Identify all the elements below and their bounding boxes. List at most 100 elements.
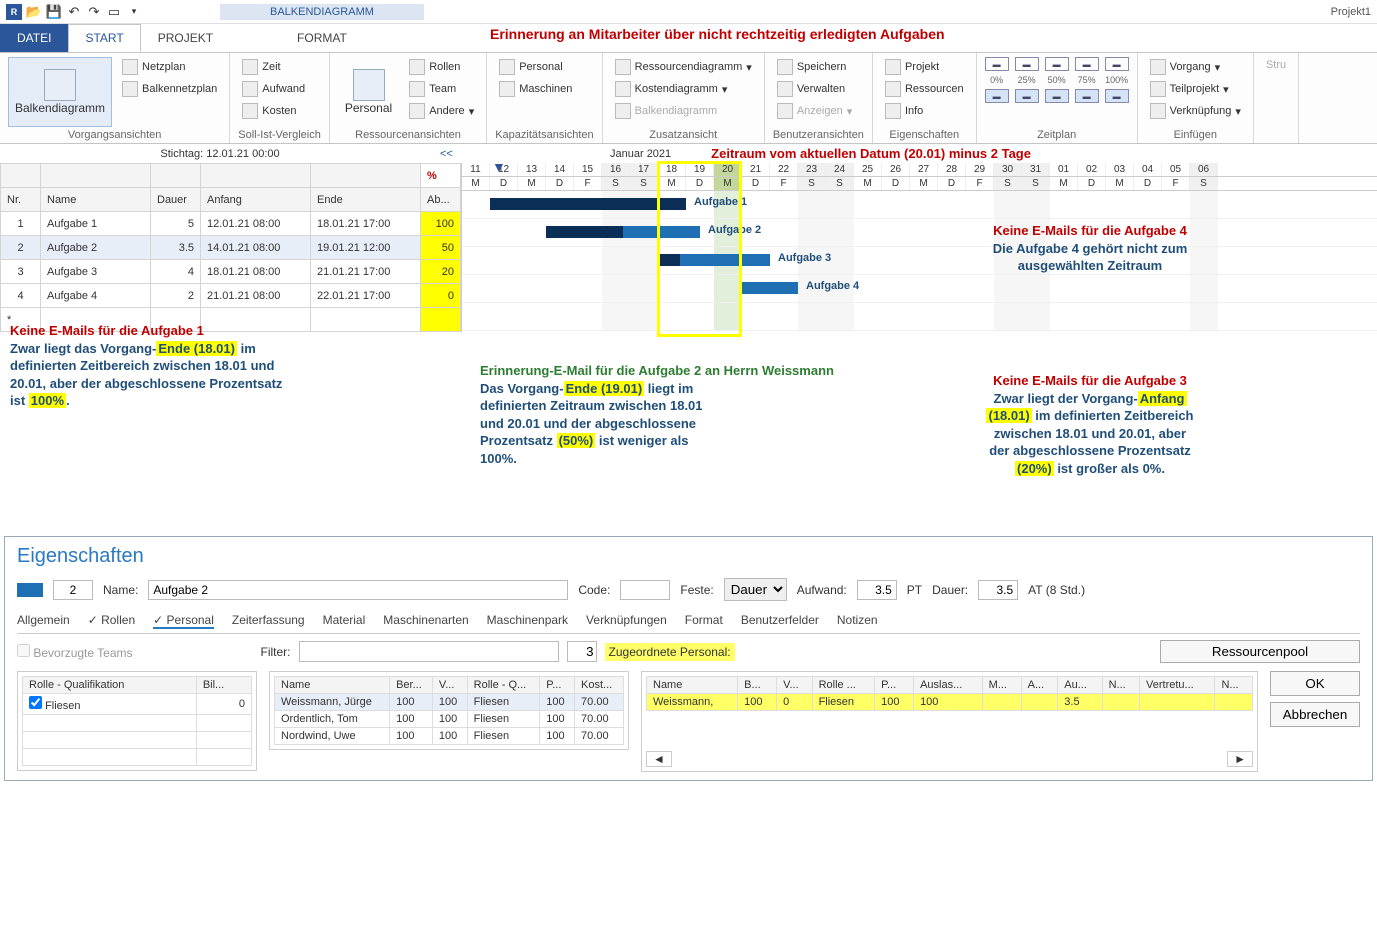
tab-format[interactable]: Format [685,613,723,629]
right-cell[interactable]: Fliesen [812,694,875,711]
code-input[interactable] [620,580,670,600]
right-cell[interactable] [1021,694,1058,711]
right-cell[interactable]: 100 [875,694,914,711]
mid-cell[interactable]: 100 [390,694,433,711]
role-row[interactable]: Fliesen [23,694,197,715]
task-nr[interactable]: 1 [1,212,41,236]
teilprojekt-button[interactable]: Teilprojekt ▾ [1146,79,1245,99]
tab-maschinenarten[interactable]: Maschinenarten [383,613,468,629]
new-icon[interactable]: ▭ [106,4,122,20]
mid-cell[interactable]: 70.00 [575,728,624,745]
right-cell[interactable] [982,694,1021,711]
tab-zeiterfassung[interactable]: Zeiterfassung [232,613,305,629]
task-nr-input[interactable] [53,580,93,600]
task-name[interactable]: Aufgabe 1 [41,212,151,236]
open-icon[interactable]: 📂 [26,4,42,20]
col-nr[interactable] [1,164,41,188]
aufwand-input[interactable] [857,580,897,600]
tab-rollen[interactable]: Rollen [88,613,135,629]
right-cell[interactable] [1102,694,1139,711]
mid-cell[interactable]: 100 [540,728,575,745]
task-name[interactable]: Aufgabe 2 [41,236,151,260]
col-name[interactable] [41,164,151,188]
task-name[interactable]: Aufgabe 3 [41,260,151,284]
right-cell[interactable]: 0 [777,694,812,711]
dauer-input[interactable] [978,580,1018,600]
qat-dropdown-icon[interactable]: ▾ [126,4,142,20]
mid-cell[interactable]: 70.00 [575,694,624,711]
right-cell[interactable]: 100 [738,694,777,711]
zeitplan-boxes[interactable]: ▬▬▬▬▬ [985,57,1129,71]
task-dauer[interactable]: 3.5 [151,236,201,260]
zeit-button[interactable]: Zeit [238,57,309,77]
tab-start[interactable]: START [68,24,140,52]
right-cell[interactable]: 100 [914,694,983,711]
ressourcenpool-button[interactable]: Ressourcenpool [1160,640,1360,663]
mid-cell[interactable]: 100 [432,711,467,728]
projekt-button[interactable]: Projekt [881,57,968,77]
right-cell[interactable] [1140,694,1215,711]
verknuepfung-button[interactable]: Verknüpfung ▾ [1146,101,1245,121]
feste-select[interactable]: Dauer [724,578,787,601]
mid-cell[interactable]: 100 [432,694,467,711]
maschinen-button[interactable]: Maschinen [495,79,576,99]
mid-cell[interactable]: Fliesen [467,711,540,728]
task-pct[interactable]: 100 [421,212,461,236]
personal-button[interactable]: Personal [495,57,576,77]
mid-cell[interactable]: Weissmann, Jürge [275,694,390,711]
andere-button[interactable]: Andere ▾ [405,101,478,121]
task-name[interactable]: Aufgabe 4 [41,284,151,308]
speichern-button[interactable]: Speichern [773,57,856,77]
kostendiagramm-button[interactable]: Kostendiagramm ▾ [611,79,756,99]
gantt-bar[interactable] [742,282,798,294]
tab-notizen[interactable]: Notizen [837,613,878,629]
task-ende[interactable]: 21.01.21 17:00 [311,260,421,284]
tab-verknuepfungen[interactable]: Verknüpfungen [586,613,667,629]
tab-maschinenpark[interactable]: Maschinenpark [487,613,568,629]
tab-projekt[interactable]: PROJEKT [141,24,230,52]
right-cell[interactable]: 3.5 [1058,694,1102,711]
task-nr[interactable]: 4 [1,284,41,308]
tab-datei[interactable]: DATEI [0,24,68,52]
task-ende[interactable]: 22.01.21 17:00 [311,284,421,308]
task-dauer[interactable]: 4 [151,260,201,284]
task-pct[interactable]: 0 [421,284,461,308]
mid-cell[interactable]: 100 [390,711,433,728]
info-button[interactable]: Info [881,101,968,121]
filter-input[interactable] [299,641,559,662]
right-cell[interactable]: Weissmann, [647,694,738,711]
zeitplan-boxes2[interactable]: ▬▬▬▬▬ [985,89,1129,103]
ok-button[interactable]: OK [1270,671,1360,696]
task-anfang[interactable]: 14.01.21 08:00 [201,236,311,260]
mid-cell[interactable]: Fliesen [467,728,540,745]
tab-personal[interactable]: Personal [153,613,214,629]
scroll-right-arrow-icon[interactable]: ► [1227,751,1253,767]
task-nr[interactable]: 3 [1,260,41,284]
personal-big-button[interactable]: Personal [338,57,399,127]
mid-cell[interactable]: 100 [390,728,433,745]
right-cell[interactable] [1215,694,1253,711]
task-name-input[interactable] [148,580,568,600]
mid-cell[interactable]: Fliesen [467,694,540,711]
undo-icon[interactable]: ↶ [66,4,82,20]
tab-material[interactable]: Material [323,613,366,629]
task-anfang[interactable]: 18.01.21 08:00 [201,260,311,284]
mid-cell[interactable]: Nordwind, Uwe [275,728,390,745]
task-anfang[interactable]: 21.01.21 08:00 [201,284,311,308]
task-dauer[interactable]: 2 [151,284,201,308]
col-pct[interactable]: % [421,164,461,188]
mid-cell[interactable]: 100 [432,728,467,745]
task-pct[interactable]: 20 [421,260,461,284]
save-icon[interactable]: 💾 [46,4,62,20]
netzplan-button[interactable]: Netzplan [118,57,221,77]
team-button[interactable]: Team [405,79,478,99]
ressourcen-button[interactable]: Ressourcen [881,79,968,99]
filter-count[interactable] [567,641,597,662]
aufwand-button[interactable]: Aufwand [238,79,309,99]
kosten-button[interactable]: Kosten [238,101,309,121]
task-dauer[interactable]: 5 [151,212,201,236]
balkennetzplan-button[interactable]: Balkennetzplan [118,79,221,99]
scroll-left-arrow-icon[interactable]: ◄ [646,751,672,767]
task-ende[interactable]: 18.01.21 17:00 [311,212,421,236]
mid-cell[interactable]: 70.00 [575,711,624,728]
